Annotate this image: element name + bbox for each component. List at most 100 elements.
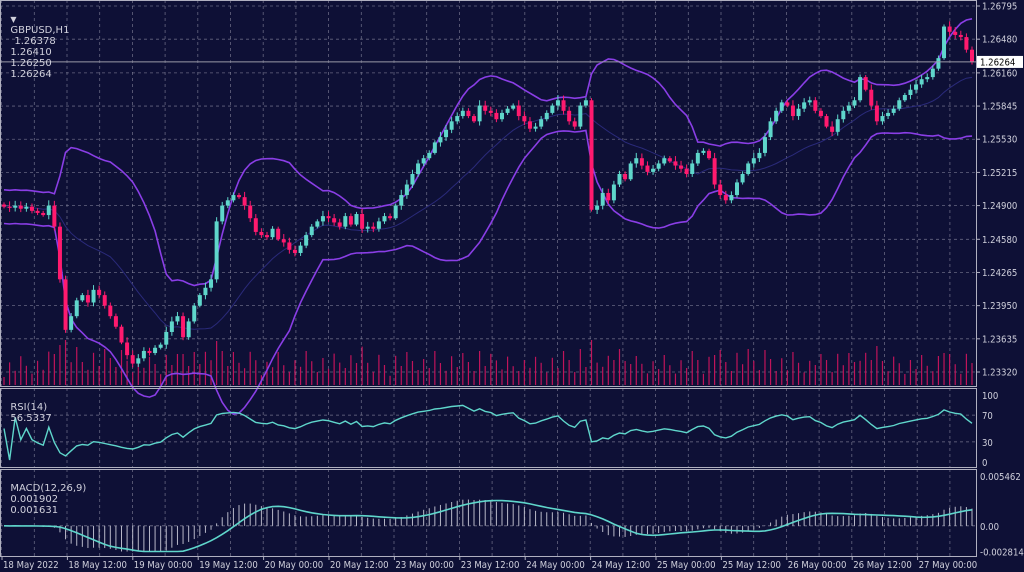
panel-frames [0,0,977,557]
candle-body [544,112,549,120]
candle-body [824,116,829,127]
candle-body [7,206,12,208]
macd-label: MACD(12,26,9) [10,483,87,494]
candle-body [639,158,644,166]
candle-body [679,165,684,169]
price-tick-label: 1.25530 [982,135,1017,146]
candle-body [539,119,544,127]
candle-body [326,216,331,219]
macd-tick-label: 0.005462 [980,472,1021,483]
candle-body [869,89,874,106]
macd-signal-value: 0.001631 [10,505,59,516]
candle-body [835,119,840,132]
candle-body [746,163,751,174]
rsi-tick-label: 30 [982,438,993,449]
candle-body [790,105,795,117]
price-tick-label: 1.26480 [982,35,1017,46]
candle-body [320,216,325,222]
candle-body [242,197,247,206]
time-tick-label: 18 May 12:00 [68,560,127,571]
candle-body [382,216,387,222]
price-tick-label: 1.26160 [982,68,1017,79]
candle-body [555,100,560,106]
candle-body [477,105,482,122]
candle-body [399,195,404,206]
candle-body [930,68,935,78]
macd-signal-line [3,499,973,553]
rsi-tick-label: 100 [982,391,998,402]
candle-body [701,150,706,153]
candle-body [572,121,577,127]
candle-body [623,173,628,180]
candle-body [63,279,68,330]
time-tick-label: 23 May 12:00 [461,560,520,571]
time-tick-label: 19 May 12:00 [199,560,258,571]
candle-body [237,195,242,198]
candle-body [841,110,846,120]
candle-body [595,205,600,210]
candle-body [958,34,963,38]
time-tick-label: 18 May 2022 [3,560,59,571]
candle-body [276,228,281,240]
candle-body [80,295,85,301]
candle-body [863,77,868,90]
candle-body [802,102,807,109]
candle-body [264,235,269,238]
candle-body [248,205,253,219]
dropdown-triangle-icon[interactable]: ▼ [10,15,17,24]
time-tick-label: 25 May 12:00 [722,560,781,571]
candle-body [141,350,146,359]
current-price-label: 1.26264 [980,57,1015,68]
candle-body [343,216,348,227]
macd-header: MACD(12,26,9) 0.001902 0.001631 [4,472,86,516]
bollinger-lower-band [3,129,973,415]
candle-body [516,105,521,117]
candle-body [578,105,583,127]
candle-body [902,94,907,101]
time-tick-label: 24 May 00:00 [526,560,585,571]
candle-body [970,49,974,62]
candle-body [925,77,930,80]
candle-body [511,105,516,109]
candle-body [69,316,74,330]
rsi-tick-label: 70 [982,411,993,422]
candle-body [113,316,118,327]
candle-body [914,84,919,90]
candle-body [281,239,286,243]
candle-body [712,158,717,185]
candle-body [673,161,678,166]
time-tick-label: 20 May 12:00 [330,560,389,571]
candle-body [628,163,633,180]
candle-body [46,205,51,216]
candle-body [57,226,62,280]
candle-body [886,112,891,117]
candle-body [153,347,158,354]
candle-body [315,221,320,227]
candle-body [561,100,566,111]
candle-body [181,316,186,338]
candle-body [125,342,130,356]
candle-body [29,206,34,211]
candle-body [455,116,460,122]
candle-body [354,214,359,225]
macd-tick-label: 0.00 [980,522,999,533]
candle-body [18,205,23,209]
candle-body [774,110,779,122]
candle-body [891,108,896,113]
candle-body [606,192,611,201]
candle-body [499,112,504,120]
candle-body [410,173,415,185]
candle-body [158,344,163,348]
time-tick-label: 26 May 00:00 [788,560,847,571]
price-tick-label: 1.24580 [982,235,1017,246]
candle-body [13,205,18,208]
price-tick-label: 1.23635 [982,334,1017,345]
macd-tick-label: -0.002814 [980,548,1024,559]
macd-main-value: 0.001902 [10,494,59,505]
candle-body [494,112,499,120]
candle-body [298,245,303,253]
candle-body [874,105,879,122]
rsi-tick-label: 0 [982,458,987,469]
candle-body [360,214,365,229]
